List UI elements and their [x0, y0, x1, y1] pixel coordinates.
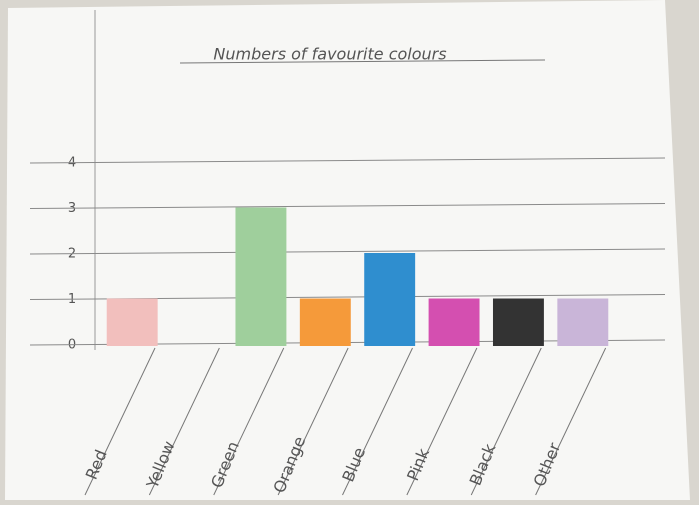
chart-title: Numbers of favourite colours	[213, 45, 446, 64]
bar	[106, 298, 158, 346]
label-divider	[148, 347, 220, 496]
bar	[557, 298, 609, 346]
label-divider	[277, 347, 349, 496]
bar	[299, 298, 351, 346]
bar	[235, 207, 287, 346]
label-divider	[342, 347, 413, 496]
label-divider	[84, 347, 156, 496]
grid-line	[29, 248, 666, 255]
grid-line	[29, 203, 666, 209]
label-divider	[406, 347, 478, 496]
label-divider	[535, 347, 607, 496]
label-divider	[470, 347, 542, 496]
bar	[428, 298, 480, 346]
paper	[5, 0, 690, 500]
title-underline	[179, 59, 546, 64]
grid-line	[29, 157, 666, 164]
label-divider	[213, 347, 285, 496]
bar	[492, 298, 544, 346]
bar	[364, 253, 416, 346]
